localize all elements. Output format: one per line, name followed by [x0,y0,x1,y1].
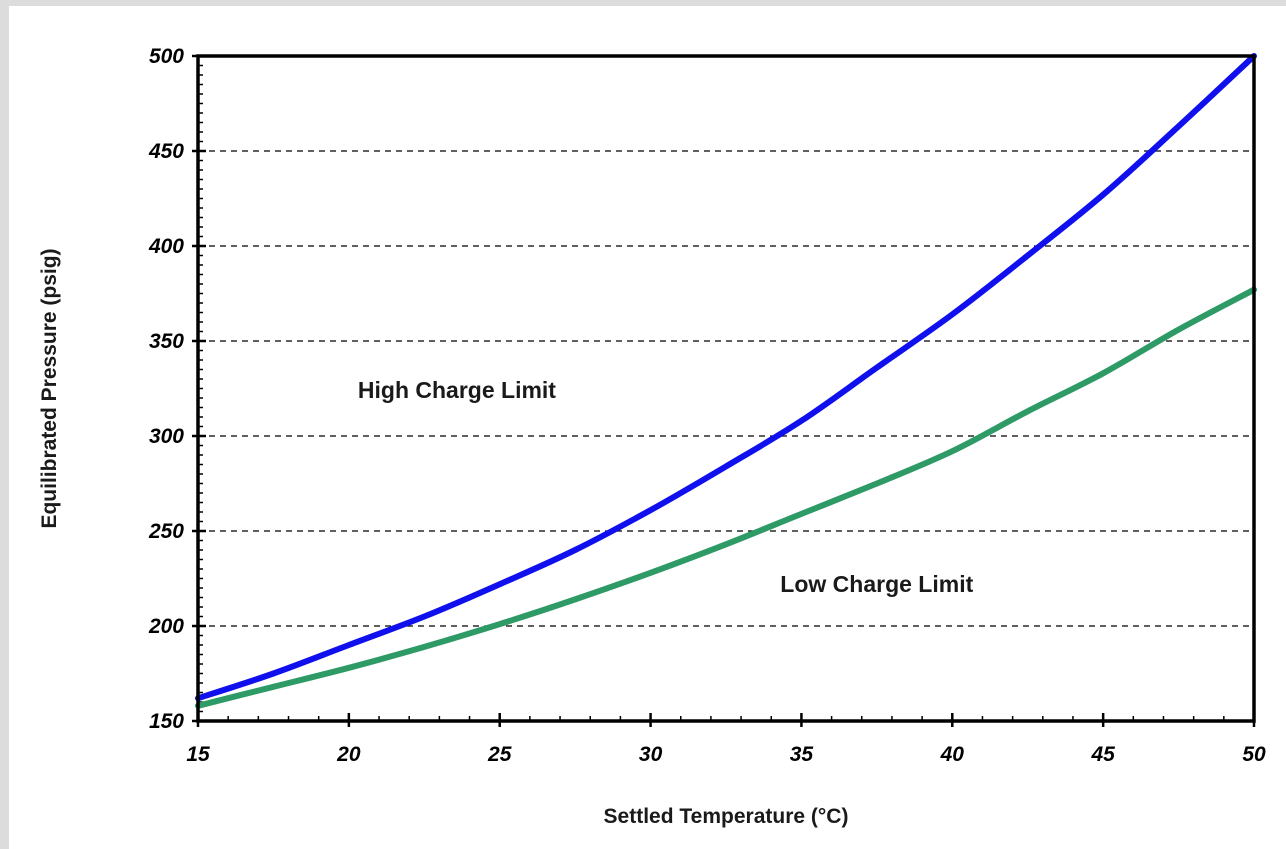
x-tick-label-20: 20 [336,743,361,766]
x-tick-labels: 15 20 25 30 35 40 45 50 [186,743,1266,766]
y-tick-label-250: 250 [148,520,184,543]
annotation-high-charge-limit: High Charge Limit [358,377,556,403]
y-tick-label-150: 150 [149,710,184,733]
y-tick-label-500: 500 [149,45,184,68]
x-tick-label-40: 40 [940,743,965,766]
line-chart: 150 200 250 300 350 400 450 500 15 20 25 30 35 40 45 5… [38,45,1266,828]
major-ticks [192,54,1256,727]
y-tick-label-450: 450 [148,140,184,163]
series-lines [195,53,1257,709]
y-axis-title: Equilibrated Pressure (psig) [38,248,61,528]
annotation-low-charge-limit: Low Charge Limit [780,571,973,597]
plot-frame [196,54,1256,723]
x-tick-label-25: 25 [487,743,512,766]
gridlines [198,150,1254,627]
x-tick-label-15: 15 [186,743,210,766]
y-tick-label-300: 300 [149,425,184,448]
x-axis-title: Settled Temperature (°C) [604,805,849,828]
x-tick-label-45: 45 [1090,743,1115,766]
x-tick-label-30: 30 [639,743,663,766]
x-tick-label-50: 50 [1242,743,1266,766]
y-tick-label-200: 200 [148,615,184,638]
y-tick-label-400: 400 [148,235,184,258]
series-line-high-charge-limit [195,53,1257,702]
chart-figure: 150 200 250 300 350 400 450 500 15 20 25 30 35 40 45 5… [9,6,1286,849]
series-line-low-charge-limit [195,286,1257,709]
x-tick-label-35: 35 [790,743,814,766]
y-tick-label-350: 350 [149,330,184,353]
y-tick-labels: 150 200 250 300 350 400 450 500 [148,45,184,733]
